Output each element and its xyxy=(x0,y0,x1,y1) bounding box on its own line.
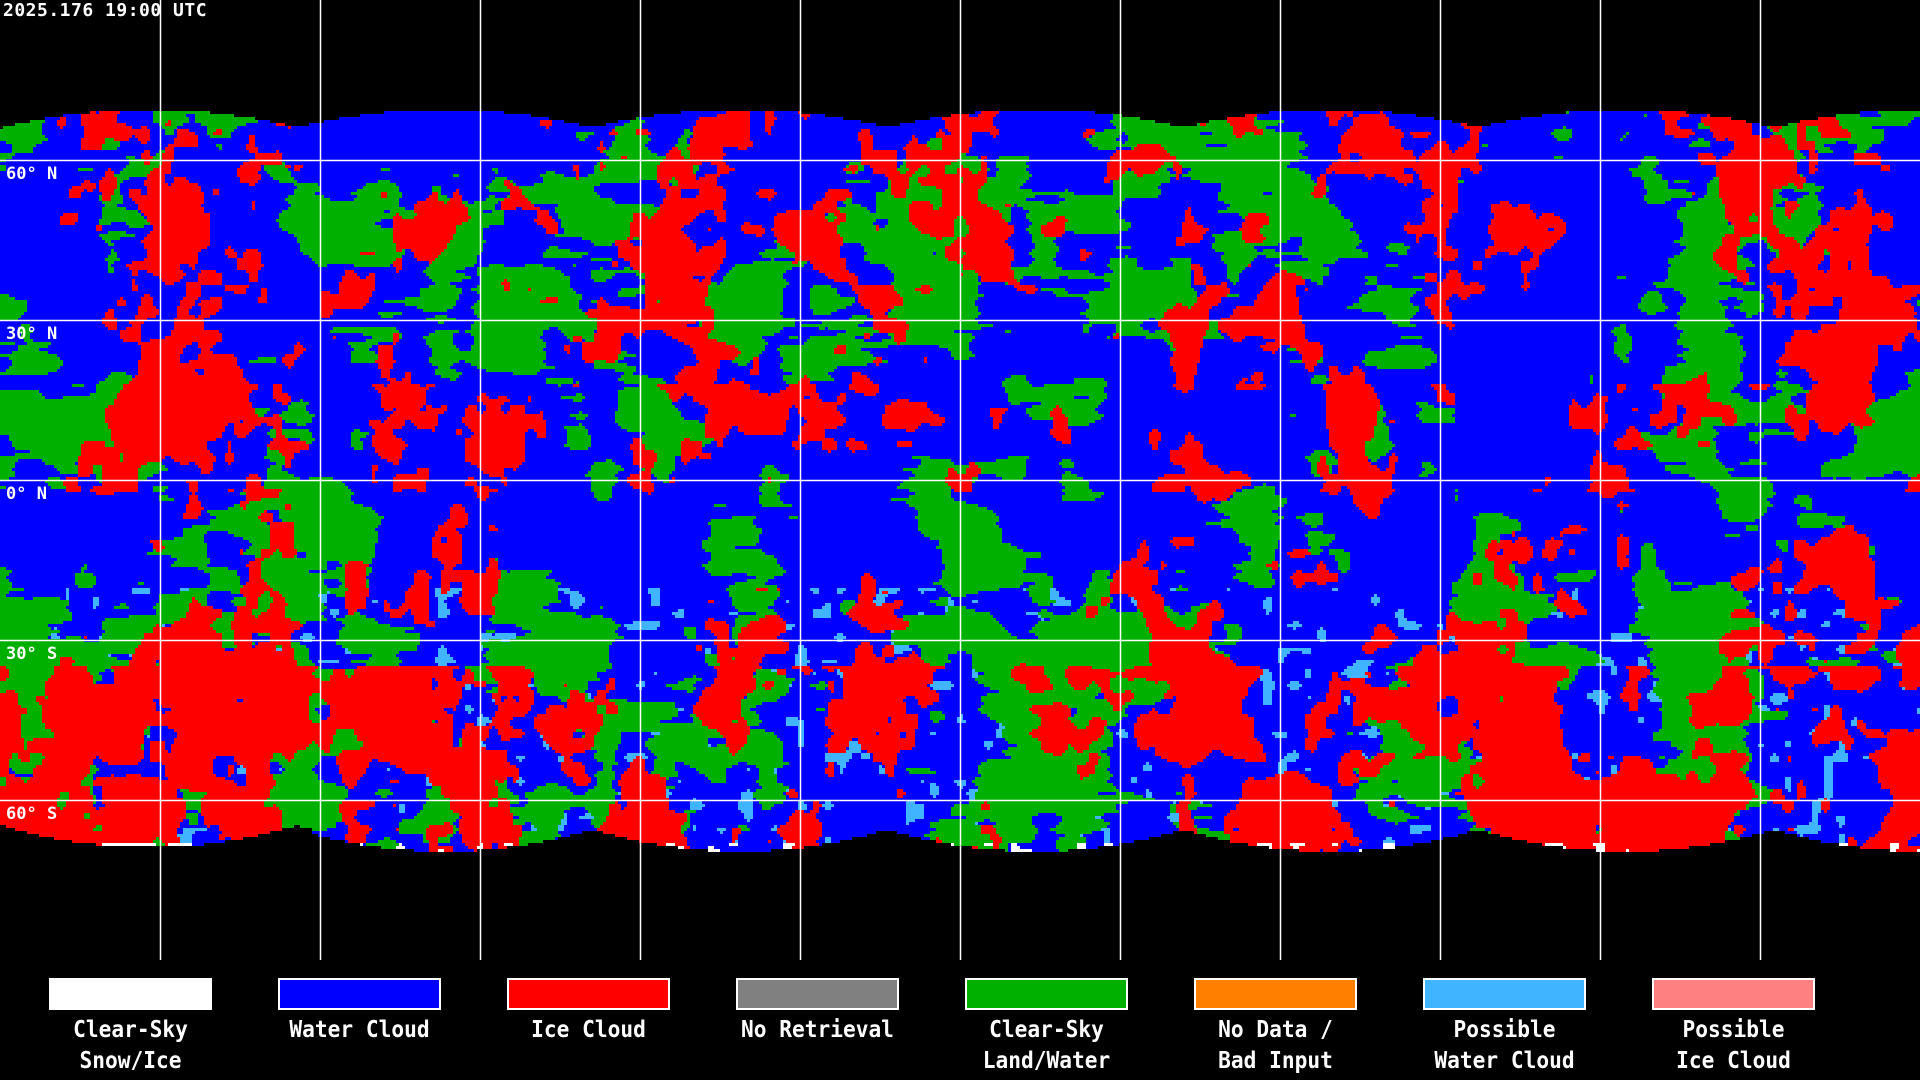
legend-item: Clear-Sky Snow/Ice xyxy=(49,978,212,1077)
legend-label-line1: Possible xyxy=(1453,1017,1556,1043)
legend-label-line1: Clear-Sky xyxy=(989,1017,1104,1043)
legend-label-line1: Water Cloud xyxy=(289,1017,430,1043)
legend-label-line2: Bad Input xyxy=(1218,1048,1333,1074)
legend-swatch xyxy=(1423,978,1586,1010)
legend-swatch xyxy=(49,978,212,1010)
lat-label-30s: 30° S xyxy=(6,644,58,664)
legend-swatch xyxy=(736,978,899,1010)
legend-label-line2: Ice Cloud xyxy=(1676,1048,1791,1074)
lat-label-0n: 0° N xyxy=(6,484,47,504)
legend-label-line1: No Retrieval xyxy=(741,1017,894,1043)
legend-item: Possible Water Cloud xyxy=(1423,978,1586,1077)
cloud-phase-map: 2025.176 19:00 UTC 60° N 30° N 0° N 30° … xyxy=(0,0,1920,960)
legend-label: No Data / Bad Input xyxy=(1164,1015,1388,1077)
legend-label-line2: Land/Water xyxy=(982,1048,1111,1074)
legend-swatch xyxy=(1652,978,1815,1010)
legend: Clear-Sky Snow/Ice Water Cloud Ice Cloud No … xyxy=(0,960,1920,1080)
legend-swatch xyxy=(1194,978,1357,1010)
legend-label: Clear-Sky Land/Water xyxy=(935,1015,1159,1077)
legend-label: Clear-Sky Snow/Ice xyxy=(19,1015,243,1077)
legend-item: Clear-Sky Land/Water xyxy=(965,978,1128,1077)
legend-item: No Data / Bad Input xyxy=(1194,978,1357,1077)
lat-label-60s: 60° S xyxy=(6,804,58,824)
legend-label-line1: Clear-Sky xyxy=(73,1017,188,1043)
legend-label: Water Cloud xyxy=(248,1015,472,1046)
legend-label: Possible Ice Cloud xyxy=(1622,1015,1846,1077)
legend-swatch xyxy=(507,978,670,1010)
legend-label-line1: No Data / xyxy=(1218,1017,1333,1043)
legend-swatch xyxy=(965,978,1128,1010)
legend-swatch xyxy=(278,978,441,1010)
lat-label-60n: 60° N xyxy=(6,164,58,184)
timestamp-title: 2025.176 19:00 UTC xyxy=(3,0,208,21)
lat-lon-grid xyxy=(0,0,1920,960)
lat-label-30n: 30° N xyxy=(6,324,58,344)
legend-label-line1: Ice Cloud xyxy=(531,1017,646,1043)
legend-item: Ice Cloud xyxy=(507,978,670,1046)
legend-item: Possible Ice Cloud xyxy=(1652,978,1815,1077)
legend-label: No Retrieval xyxy=(706,1015,930,1046)
legend-label-line1: Possible xyxy=(1682,1017,1785,1043)
legend-item: Water Cloud xyxy=(278,978,441,1046)
legend-label: Ice Cloud xyxy=(477,1015,701,1046)
legend-label: Possible Water Cloud xyxy=(1393,1015,1617,1077)
legend-label-line2: Snow/Ice xyxy=(79,1048,182,1074)
legend-label-line2: Water Cloud xyxy=(1434,1048,1575,1074)
legend-item: No Retrieval xyxy=(736,978,899,1046)
